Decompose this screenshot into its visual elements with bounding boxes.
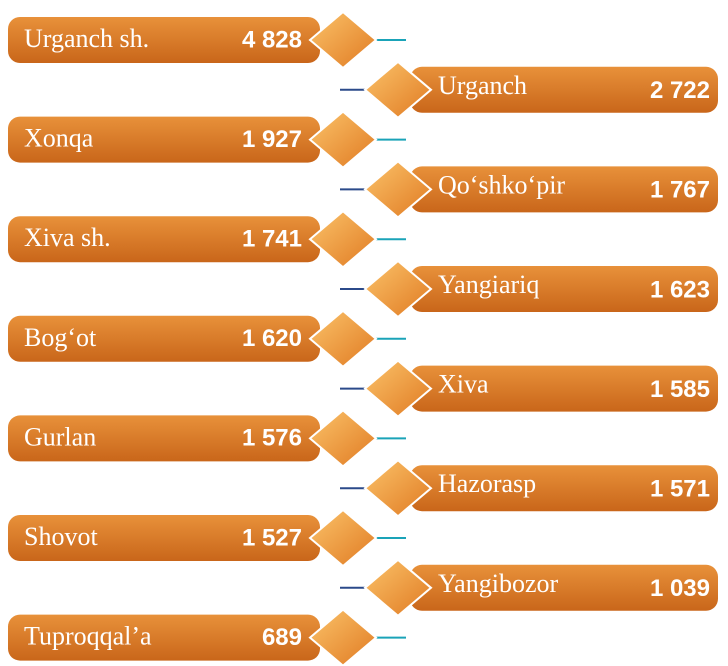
banner (410, 465, 718, 512)
item-name: Qo‘shko‘pir (438, 170, 565, 199)
item-name: Gurlan (24, 422, 96, 451)
banner (8, 116, 320, 163)
item-name: Tuproqqal’a (24, 622, 152, 651)
banner (8, 216, 320, 263)
item-value: 1 585 (650, 376, 710, 403)
diamond (308, 110, 378, 169)
banner (410, 564, 718, 611)
diamond (363, 558, 433, 618)
item-name: Urganch sh. (24, 24, 149, 53)
banner (8, 17, 320, 63)
diamond (308, 608, 378, 666)
item-value: 1 767 (650, 177, 710, 204)
item-value: 1 620 (242, 325, 302, 352)
item-name: Shovot (24, 522, 98, 551)
item-name: Xiva sh. (24, 223, 111, 252)
diamond (308, 409, 378, 468)
banner (410, 166, 718, 213)
diamond (308, 309, 378, 369)
item-value: 1 039 (650, 575, 710, 602)
item-value: 2 722 (650, 77, 710, 104)
diamond (363, 259, 433, 319)
banner (410, 266, 718, 312)
item-value: 1 571 (650, 476, 710, 503)
item-name: Xiva (438, 370, 489, 399)
item-name: Hazorasp (438, 469, 536, 498)
item-name: Urganch (438, 71, 527, 100)
banner (8, 614, 320, 661)
item-name: Yangiariq (438, 270, 539, 299)
item-value: 1 576 (242, 425, 302, 452)
item-value: 1 623 (650, 276, 710, 303)
banner (8, 415, 320, 462)
item-value: 1 527 (242, 524, 302, 551)
diamond (363, 359, 433, 418)
banner (410, 66, 718, 113)
diamond (308, 10, 378, 70)
diamond (308, 508, 378, 568)
banner (8, 315, 320, 362)
diamond (308, 209, 378, 269)
item-name: Yangibozor (438, 569, 558, 598)
item-value: 4 828 (242, 26, 302, 53)
banner (410, 365, 718, 412)
diamond (363, 60, 433, 120)
item-name: Xonqa (24, 124, 94, 153)
item-value: 1 927 (242, 126, 302, 153)
diamond (363, 458, 433, 518)
item-name: Bog‘ot (24, 323, 97, 352)
diamond (363, 160, 433, 219)
banner (8, 515, 320, 561)
item-value: 1 741 (242, 226, 302, 253)
item-value: 689 (262, 624, 302, 651)
